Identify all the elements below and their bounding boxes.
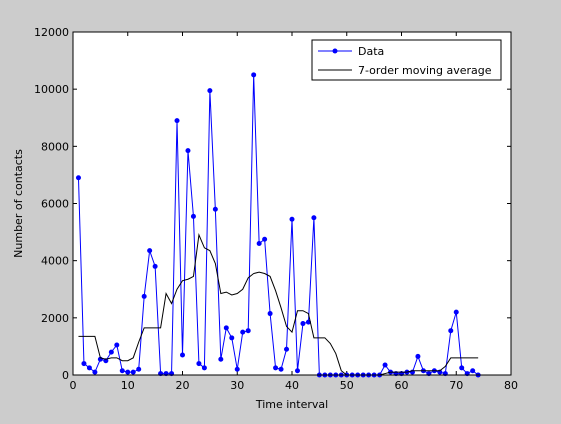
y-tick-label: 12000 xyxy=(34,26,69,39)
data-point xyxy=(240,329,246,335)
data-point xyxy=(86,365,92,371)
x-tick-label: 50 xyxy=(340,379,354,392)
data-point xyxy=(267,311,273,317)
data-point xyxy=(218,356,224,362)
legend-box xyxy=(311,39,502,81)
data-point xyxy=(212,206,218,212)
data-point xyxy=(196,361,202,367)
plot-area xyxy=(73,32,511,375)
x-tick-label: 60 xyxy=(395,379,409,392)
y-tick-label: 2000 xyxy=(41,312,69,325)
legend: Data 7-order moving average xyxy=(311,39,502,81)
data-point xyxy=(125,369,131,375)
x-tick-label: 30 xyxy=(230,379,244,392)
data-point xyxy=(119,368,125,374)
data-point xyxy=(152,263,158,269)
x-tick-label: 20 xyxy=(176,379,190,392)
data-point xyxy=(207,88,213,94)
data-point xyxy=(229,335,235,341)
x-tick-label: 10 xyxy=(121,379,135,392)
data-point xyxy=(256,241,262,247)
x-tick-label: 40 xyxy=(285,379,299,392)
x-tick-label: 0 xyxy=(70,379,77,392)
data-point xyxy=(75,175,81,181)
data-point xyxy=(459,365,465,371)
data-point xyxy=(174,118,180,124)
axis-ticks: 0 10 20 30 40 50 60 70 80 0 2000 4000 6000 8000 10000 1… xyxy=(34,26,518,392)
data-point xyxy=(114,342,120,348)
data-point xyxy=(273,365,279,371)
moving-average-line xyxy=(78,233,479,376)
data-point xyxy=(453,309,459,315)
data-point xyxy=(470,368,476,374)
y-tick-label: 10000 xyxy=(34,83,69,96)
data-point xyxy=(185,148,191,154)
data-point xyxy=(147,248,153,254)
data-point xyxy=(289,216,295,222)
data-point xyxy=(81,361,87,367)
data-point xyxy=(223,325,229,331)
data-point xyxy=(130,369,136,375)
data-point xyxy=(262,236,268,242)
data-point xyxy=(136,366,142,372)
y-tick-label: 8000 xyxy=(41,140,69,153)
data-point xyxy=(311,215,317,221)
data-point xyxy=(234,366,240,372)
y-tick-label: 6000 xyxy=(41,198,69,211)
legend-marker-data xyxy=(332,48,338,54)
data-point xyxy=(92,369,98,375)
data-point xyxy=(284,346,290,352)
legend-label-data: Data xyxy=(358,45,384,58)
data-point xyxy=(190,213,196,219)
data-point xyxy=(251,72,257,78)
data-point xyxy=(245,328,251,334)
plot-frame xyxy=(72,31,512,376)
y-tick-label: 4000 xyxy=(41,255,69,268)
data-point xyxy=(141,293,147,299)
data-point xyxy=(180,352,185,358)
data-point xyxy=(294,368,300,374)
x-tick-label: 70 xyxy=(449,379,463,392)
data-point xyxy=(415,353,421,359)
x-tick-label: 80 xyxy=(504,379,518,392)
data-point xyxy=(108,349,114,355)
data-point xyxy=(278,366,284,372)
data-point xyxy=(201,365,207,371)
data-point xyxy=(382,362,388,368)
x-axis-label: Time interval xyxy=(255,398,328,411)
y-axis-label: Number of contacts xyxy=(12,149,25,258)
data-point xyxy=(300,321,306,327)
y-tick-label: 0 xyxy=(62,369,69,382)
data-point xyxy=(448,328,454,334)
legend-label-moving-average: 7-order moving average xyxy=(358,64,492,77)
